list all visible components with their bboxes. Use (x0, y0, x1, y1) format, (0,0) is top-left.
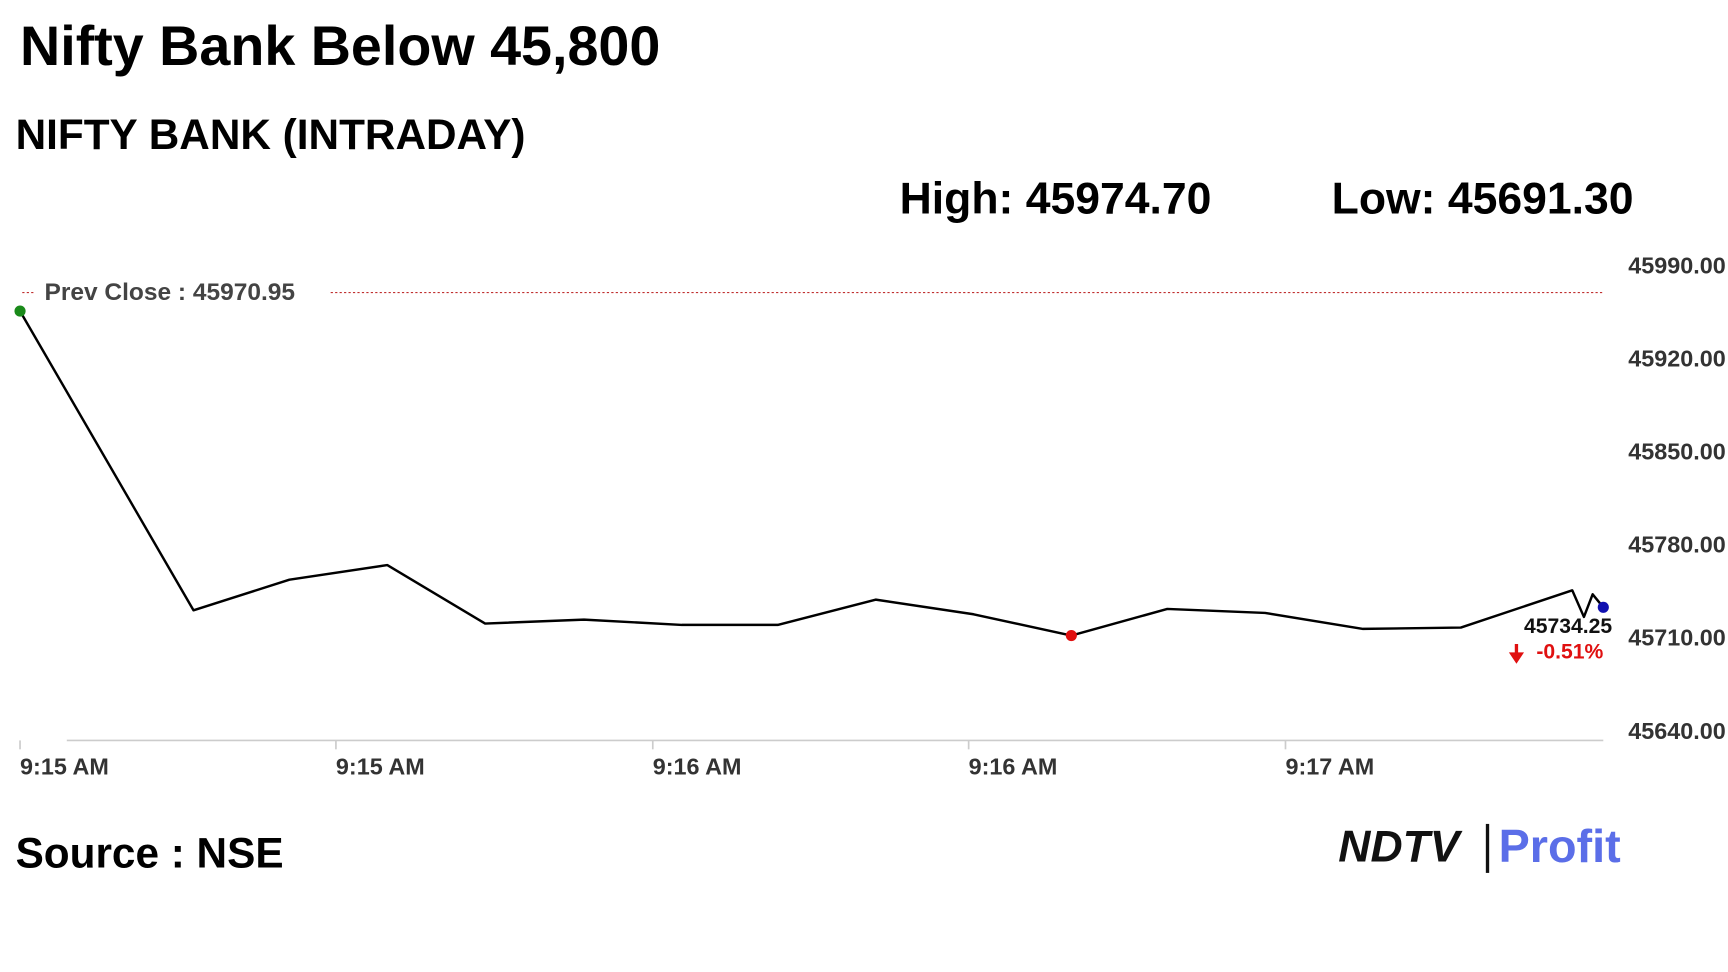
chart-title: Nifty Bank Below 45,800 (20, 15, 660, 77)
logo-profit: Profit (1499, 820, 1621, 872)
y-tick-label: 45780.00 (1628, 532, 1726, 558)
x-tick-label: 9:16 AM (653, 753, 742, 779)
reference-label: Prev Close : 45970.95 (45, 279, 295, 306)
line (18, 310, 1605, 637)
y-tick-label: 45920.00 (1628, 345, 1726, 371)
change-label: -0.51% (1536, 641, 1603, 664)
value-label: 45734.25 (1524, 615, 1612, 638)
low-label: Low: 45691.30 (1332, 174, 1634, 223)
x-tick-label: 9:15 AM (336, 753, 425, 779)
logo-ndtv: NDTV (1338, 822, 1462, 871)
marker (1065, 629, 1077, 642)
marker (1597, 601, 1609, 613)
x-tick-label: 9:17 AM (1285, 753, 1374, 779)
y-tick-label: 45640.00 (1628, 718, 1726, 744)
chart-subtitle: NIFTY BANK (INTRADAY) (16, 111, 526, 158)
y-tick-label: 45990.00 (1628, 252, 1726, 278)
high-label: High: 45974.70 (900, 174, 1212, 223)
y-tick-label: 45710.00 (1628, 625, 1726, 651)
x-tick-label: 9:16 AM (969, 753, 1058, 779)
source: Source : NSE (16, 829, 284, 876)
x-tick-label: 9:15 AM (20, 753, 109, 779)
y-tick-label: 45850.00 (1628, 439, 1726, 465)
change-arrow (1508, 644, 1525, 664)
marker (14, 305, 26, 317)
